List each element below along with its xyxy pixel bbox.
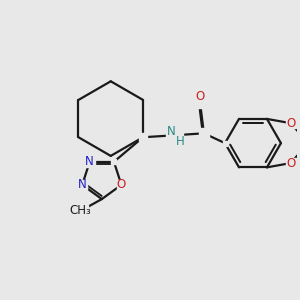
Text: H: H [176,135,185,148]
Bar [223,141,227,146]
Text: N: N [167,125,176,138]
Bar [286,158,296,168]
Text: O: O [286,157,295,169]
Bar [195,96,205,108]
Bar [166,129,183,142]
Bar [140,134,146,140]
Bar [85,157,94,167]
Bar [286,118,296,128]
Bar [112,159,116,164]
Text: O: O [117,178,126,191]
Bar [63,205,88,217]
Text: N: N [78,178,87,191]
Bar [199,128,209,138]
Bar [77,180,87,190]
Text: O: O [286,117,295,130]
Text: N: N [85,155,94,168]
Text: CH₃: CH₃ [69,204,91,218]
Text: O: O [195,89,205,103]
Bar [116,180,126,190]
Bar [139,133,147,141]
